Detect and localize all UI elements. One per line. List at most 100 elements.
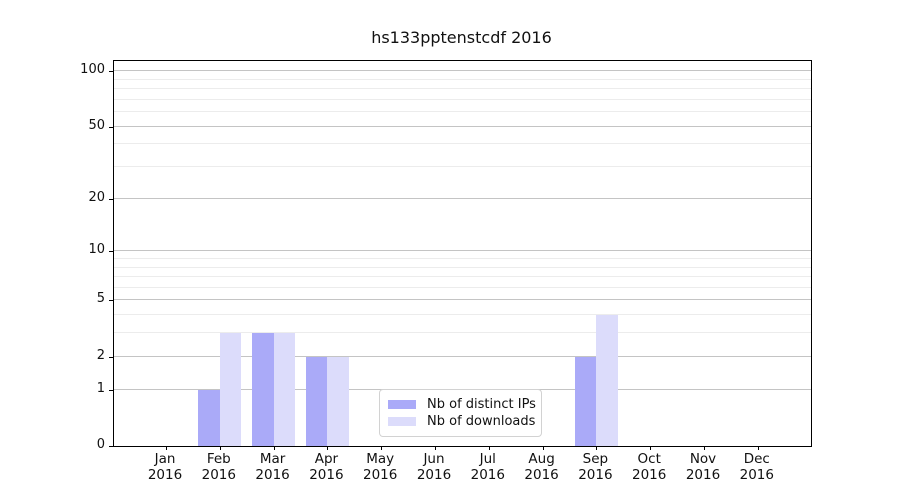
legend-row: Nb of distinct IPs <box>388 396 536 413</box>
x-tick-month: Mar <box>259 451 286 467</box>
x-tick-year: 2016 <box>255 467 290 483</box>
minor-gridline <box>114 332 811 334</box>
plot-area: Nb of distinct IPs Nb of downloads <box>109 60 812 450</box>
x-tick-label: Oct 2016 <box>617 451 681 483</box>
minor-gridline <box>114 314 811 316</box>
x-tick-mark <box>542 446 544 450</box>
x-tick-mark <box>435 446 436 450</box>
y-tick-label: 0 <box>96 437 105 452</box>
x-tick-mark <box>166 446 167 450</box>
bar-distinct-ips-sep <box>574 356 597 446</box>
minor-gridline <box>114 166 811 167</box>
legend-swatch-distinct-ips <box>388 400 416 409</box>
bar-downloads-feb <box>219 333 242 446</box>
y-tick-mark <box>109 356 113 358</box>
minor-gridline <box>114 143 811 145</box>
minor-gridline <box>114 266 811 268</box>
y-tick-mark <box>109 389 113 391</box>
y-tick-label: 5 <box>96 291 105 307</box>
y-tick-label: 2 <box>96 347 105 363</box>
legend-row: Nb of downloads <box>388 413 536 430</box>
major-gridline <box>114 70 811 71</box>
x-tick-year: 2016 <box>685 467 721 483</box>
x-tick-month: Oct <box>637 451 661 467</box>
minor-gridline <box>114 78 811 80</box>
minor-gridline <box>114 276 811 277</box>
y-tick-mark <box>109 198 113 200</box>
bar-distinct-ips-feb <box>198 389 220 446</box>
x-tick-mark <box>488 446 490 450</box>
minor-gridline <box>114 257 811 259</box>
x-tick-month: Aug <box>528 451 555 467</box>
x-tick-label: Jul 2016 <box>456 451 520 483</box>
x-tick-year: 2016 <box>416 467 452 483</box>
minor-gridline <box>114 286 811 288</box>
x-tick-year: 2016 <box>524 467 559 483</box>
y-tick-label: 1 <box>96 380 105 396</box>
y-tick-label: 100 <box>80 62 105 77</box>
chart-title: hs133pptenstcdf 2016 <box>371 28 552 47</box>
x-tick-year: 2016 <box>147 467 183 483</box>
y-tick-mark <box>109 126 113 128</box>
x-tick-mark <box>219 446 221 450</box>
legend: Nb of distinct IPs Nb of downloads <box>379 389 542 437</box>
x-tick-mark <box>273 446 275 450</box>
y-tick-mark <box>109 300 113 302</box>
x-tick-label: Feb 2016 <box>187 451 251 483</box>
y-tick-label: 50 <box>88 117 105 133</box>
major-gridline <box>114 355 811 357</box>
legend-label-downloads: Nb of downloads <box>427 414 536 429</box>
x-tick-month: Nov <box>689 451 717 467</box>
x-tick-mark <box>327 446 329 450</box>
bar-downloads-sep <box>596 315 618 446</box>
x-tick-mark <box>757 446 759 450</box>
x-tick-year: 2016 <box>309 467 344 483</box>
x-tick-month: Apr <box>314 451 339 467</box>
x-tick-mark <box>650 446 652 450</box>
x-tick-month: Feb <box>206 451 231 467</box>
x-tick-mark <box>596 446 598 450</box>
x-tick-label: Jan 2016 <box>133 451 197 483</box>
x-tick-mark <box>381 446 383 450</box>
x-tick-label: May 2016 <box>348 451 412 483</box>
y-tick-mark <box>109 251 113 253</box>
bar-distinct-ips-apr <box>305 356 328 446</box>
major-gridline <box>114 250 811 252</box>
y-tick-mark <box>109 446 113 447</box>
x-tick-year: 2016 <box>201 467 236 483</box>
minor-gridline <box>114 87 811 89</box>
minor-gridline <box>114 111 811 112</box>
x-tick-label: Apr 2016 <box>294 451 358 483</box>
x-tick-month: Sep <box>582 451 609 467</box>
x-axis: Jan 2016 Feb 2016 Mar 2016 Apr 2016 May 2016 Jun 20… <box>113 451 810 491</box>
x-tick-year: 2016 <box>578 467 613 483</box>
x-tick-month: Dec <box>743 451 770 467</box>
y-tick-label: 10 <box>88 242 105 258</box>
x-tick-mark <box>704 446 705 450</box>
legend-swatch-downloads <box>388 417 416 426</box>
bar-distinct-ips-mar <box>252 333 274 446</box>
x-tick-label: Nov 2016 <box>671 451 735 483</box>
x-tick-label: Mar 2016 <box>241 451 305 483</box>
minor-gridline <box>114 98 811 100</box>
x-tick-year: 2016 <box>632 467 667 483</box>
x-tick-year: 2016 <box>470 467 505 483</box>
y-axis: 0 1 2 5 10 20 50 100 <box>0 60 105 452</box>
major-gridline <box>114 299 811 301</box>
x-tick-month: May <box>366 451 395 467</box>
x-tick-label: Aug 2016 <box>510 451 574 483</box>
x-tick-label: Sep 2016 <box>563 451 627 483</box>
x-tick-month: Jul <box>479 451 496 467</box>
x-tick-label: Jun 2016 <box>402 451 466 483</box>
y-tick-mark <box>109 71 113 72</box>
x-tick-year: 2016 <box>363 467 398 483</box>
bar-downloads-mar <box>273 333 296 446</box>
major-gridline <box>114 125 811 127</box>
x-tick-month: Jan <box>154 451 176 467</box>
bar-downloads-apr <box>327 356 349 446</box>
y-tick-label: 20 <box>88 189 105 205</box>
x-tick-label: Dec 2016 <box>725 451 789 483</box>
x-tick-month: Jun <box>423 451 445 467</box>
legend-label-distinct-ips: Nb of distinct IPs <box>427 397 536 412</box>
